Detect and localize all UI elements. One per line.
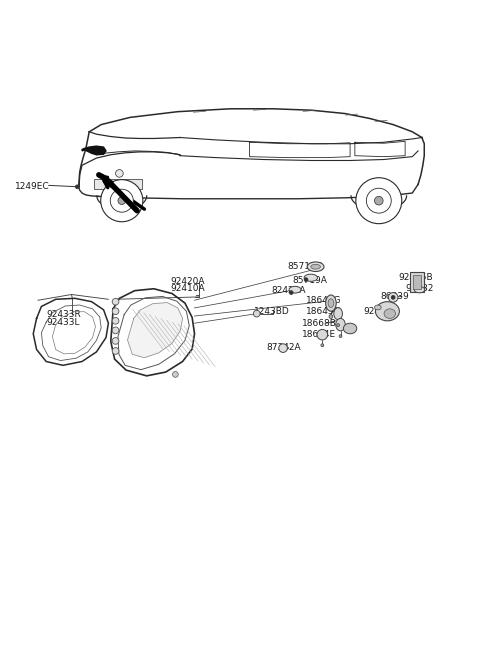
Text: 86839: 86839 [380, 292, 409, 301]
Ellipse shape [384, 309, 396, 318]
Text: 85719A: 85719A [293, 276, 327, 285]
Text: 82423A: 82423A [271, 286, 306, 295]
Text: 85714C: 85714C [288, 262, 323, 271]
Polygon shape [33, 298, 108, 365]
Text: 87342A: 87342A [266, 342, 301, 352]
Bar [410, 272, 424, 292]
Text: 92435B: 92435B [398, 274, 432, 282]
Ellipse shape [375, 302, 399, 321]
Ellipse shape [374, 305, 381, 310]
Circle shape [112, 327, 119, 334]
Circle shape [321, 344, 324, 346]
Ellipse shape [328, 298, 334, 308]
Text: 18668B: 18668B [302, 319, 337, 328]
Text: 92470C: 92470C [363, 307, 398, 316]
Circle shape [110, 189, 133, 212]
Text: 92482: 92482 [405, 284, 433, 293]
Ellipse shape [289, 287, 301, 293]
Circle shape [336, 323, 339, 327]
Text: 18643G: 18643G [306, 307, 342, 316]
Circle shape [339, 335, 342, 338]
Ellipse shape [343, 323, 357, 334]
Text: 92410A: 92410A [170, 284, 205, 293]
Ellipse shape [336, 318, 345, 331]
Ellipse shape [311, 264, 321, 269]
Circle shape [112, 298, 119, 305]
Circle shape [374, 196, 383, 205]
Bar [94, 178, 142, 189]
Ellipse shape [334, 308, 342, 319]
Circle shape [75, 185, 79, 189]
Circle shape [172, 371, 178, 377]
Circle shape [116, 170, 123, 177]
Bar [413, 276, 421, 289]
Ellipse shape [307, 262, 324, 272]
Text: 18644E: 18644E [302, 330, 336, 339]
Circle shape [112, 318, 119, 324]
Polygon shape [82, 146, 106, 155]
Circle shape [366, 188, 391, 213]
Circle shape [118, 197, 126, 205]
Ellipse shape [304, 274, 318, 281]
Circle shape [112, 338, 119, 344]
Text: 1243BD: 1243BD [254, 307, 290, 316]
Circle shape [329, 315, 333, 318]
Ellipse shape [325, 295, 336, 311]
Circle shape [112, 308, 119, 315]
Polygon shape [128, 302, 182, 358]
Circle shape [101, 180, 143, 222]
Circle shape [391, 295, 395, 299]
Text: 18642G: 18642G [306, 297, 342, 305]
Circle shape [253, 310, 260, 317]
Text: 92433L: 92433L [46, 318, 80, 327]
Circle shape [356, 178, 402, 224]
Text: 1249EC: 1249EC [15, 182, 49, 192]
Text: 92433R: 92433R [46, 310, 81, 319]
Circle shape [388, 293, 398, 302]
Circle shape [112, 348, 119, 354]
Circle shape [317, 329, 327, 340]
Ellipse shape [414, 287, 425, 293]
Circle shape [279, 344, 288, 352]
Polygon shape [111, 289, 194, 376]
Circle shape [289, 291, 293, 295]
Circle shape [304, 277, 308, 281]
Text: 92420A: 92420A [170, 277, 205, 285]
